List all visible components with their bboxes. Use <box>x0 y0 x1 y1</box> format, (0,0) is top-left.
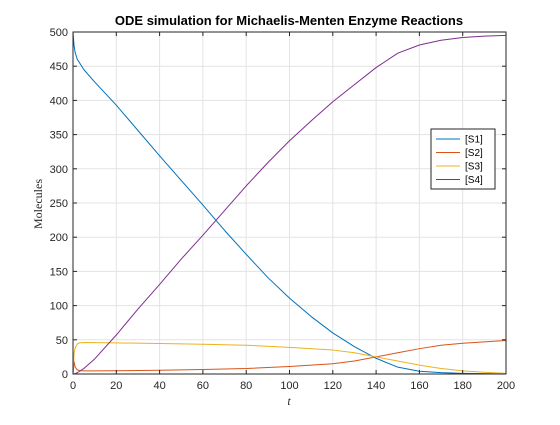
y-tick-label: 300 <box>50 164 68 176</box>
y-tick-label: 400 <box>50 95 68 107</box>
legend-label-1: [S1] <box>465 135 483 146</box>
y-tick-label: 200 <box>50 232 68 244</box>
x-tick-label: 0 <box>70 380 76 392</box>
y-tick-label: 250 <box>50 198 68 210</box>
series-line-1 <box>72 31 507 375</box>
x-tick-label: 80 <box>240 380 252 392</box>
x-tick-label: 120 <box>324 380 342 392</box>
x-tick-label: 40 <box>153 380 165 392</box>
series-line-2 <box>72 339 507 375</box>
legend-label-4: [S4] <box>465 175 483 186</box>
series-layer <box>72 31 507 375</box>
y-axis-label: Molecules <box>31 179 45 229</box>
x-tick-label: 20 <box>110 380 122 392</box>
x-tick-label: 140 <box>367 380 385 392</box>
x-tick-label: 100 <box>280 380 298 392</box>
y-tick-label: 500 <box>50 27 68 39</box>
x-tick-label: 160 <box>410 380 428 392</box>
x-tick-label: 200 <box>497 380 515 392</box>
legend-label-3: [S3] <box>465 162 483 173</box>
x-axis-label: t <box>287 394 291 408</box>
legend-label-2: [S2] <box>465 148 483 159</box>
series-line-3 <box>72 342 507 375</box>
x-tick-label: 60 <box>197 380 209 392</box>
axes-layer: 0 20 40 60 80 100 120 140 160 180 200 0 50 100 150 200 2… <box>50 27 516 392</box>
y-tick-label: 0 <box>62 369 68 381</box>
y-tick-label: 50 <box>56 335 68 347</box>
x-tick-label: 180 <box>454 380 472 392</box>
y-tick-label: 100 <box>50 301 68 313</box>
y-tick-label: 450 <box>50 61 68 73</box>
chart-title: ODE simulation for Michaelis-Menten Enzy… <box>115 13 463 28</box>
legend: [S1] [S2] [S3] [S4] <box>430 128 496 190</box>
y-tick-label: 150 <box>50 266 68 278</box>
y-tick-label: 350 <box>50 130 68 142</box>
grid-layer <box>72 31 507 375</box>
series-line-4 <box>72 34 507 375</box>
